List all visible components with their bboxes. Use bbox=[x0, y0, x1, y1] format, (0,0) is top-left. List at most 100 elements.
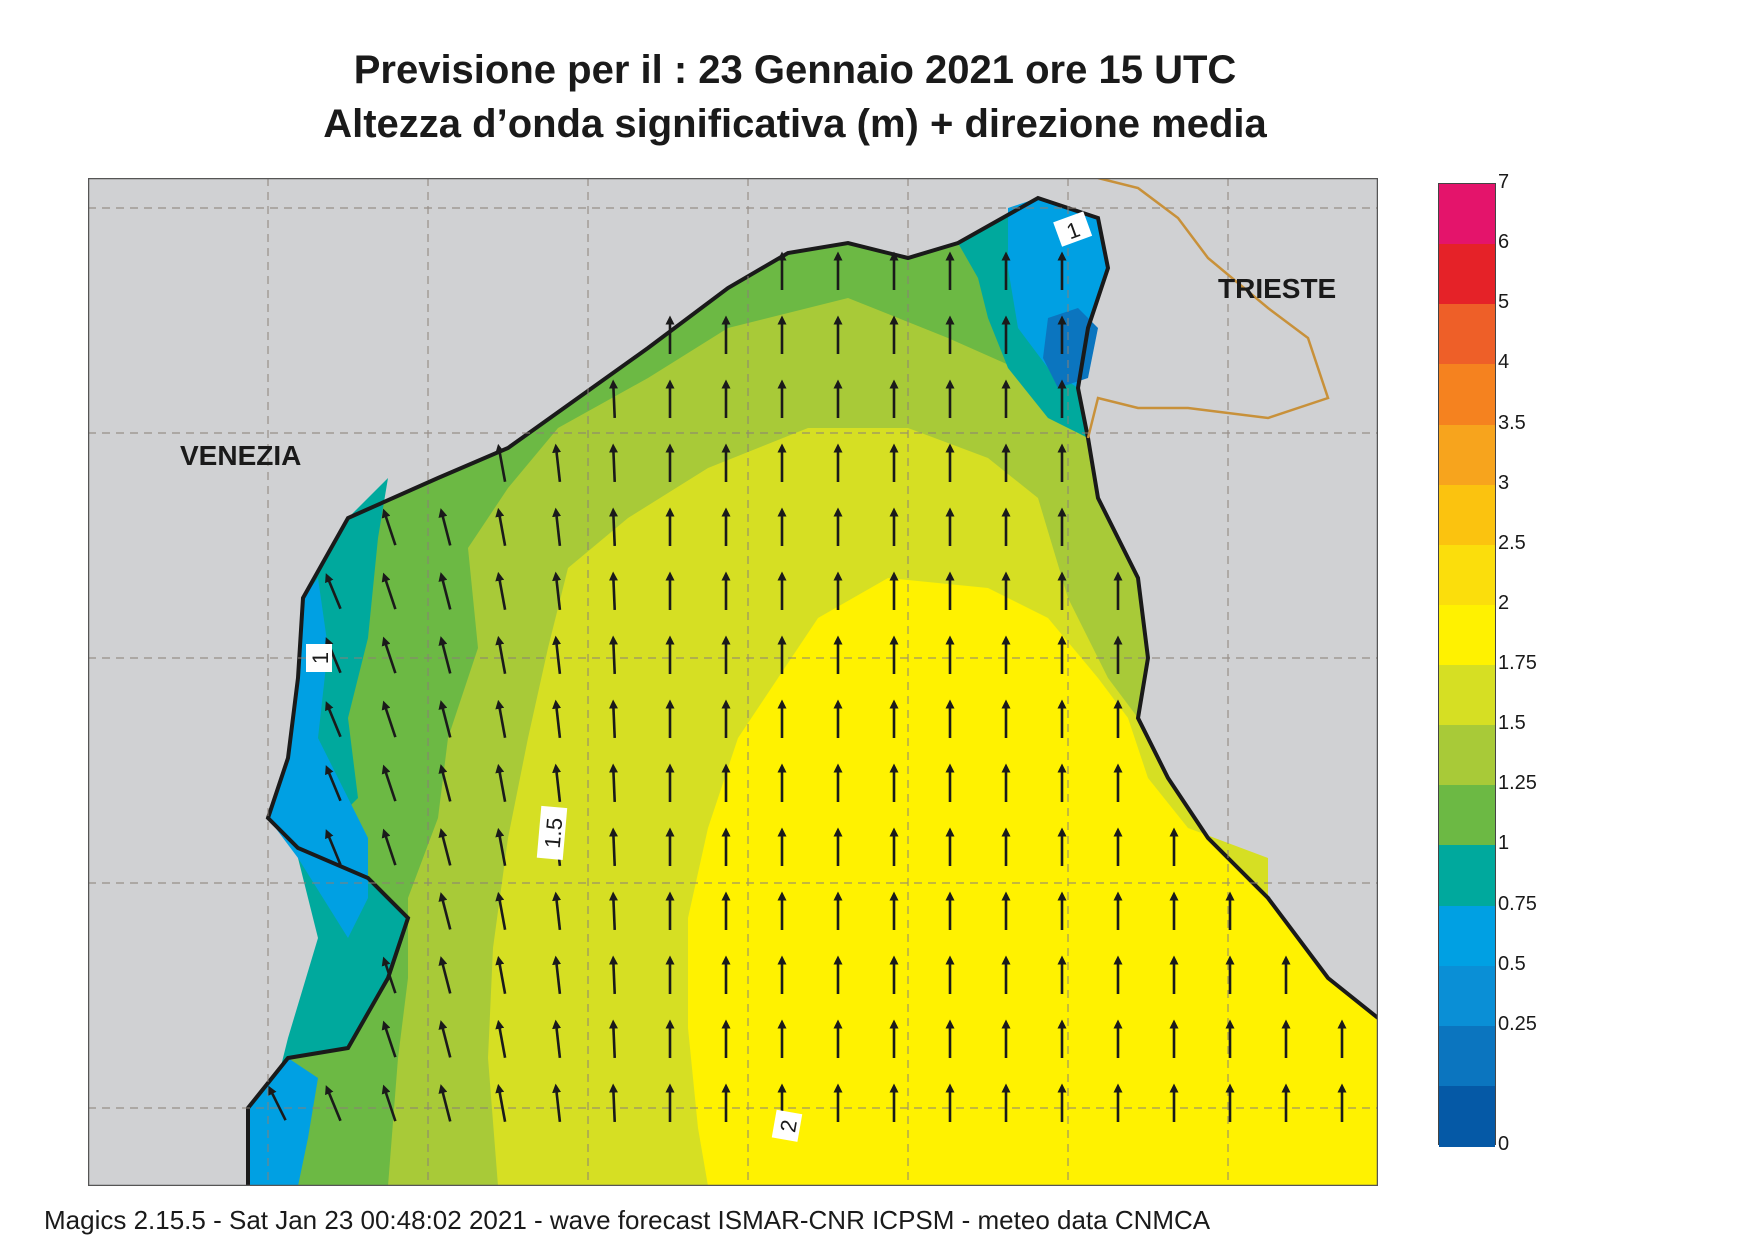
direction-arrow bbox=[438, 956, 452, 994]
colorbar-segment bbox=[1439, 424, 1495, 486]
colorbar-tick-label: 3 bbox=[1498, 471, 1510, 494]
colorbar-segment bbox=[1439, 845, 1495, 906]
city-label-venezia: VENEZIA bbox=[180, 440, 302, 471]
colorbar-tick-label: 6 bbox=[1498, 231, 1510, 254]
direction-arrow bbox=[438, 892, 452, 930]
svg-text:1: 1 bbox=[308, 652, 333, 664]
contour-label-1-north: 1 bbox=[1053, 211, 1093, 247]
direction-arrow bbox=[608, 699, 618, 739]
colorbar-tick-label: 1.25 bbox=[1498, 772, 1537, 795]
contour-label-2: 2 bbox=[771, 1109, 803, 1142]
direction-arrow bbox=[438, 764, 452, 802]
map-border bbox=[88, 178, 1378, 1186]
direction-arrow bbox=[381, 572, 397, 610]
direction-arrow bbox=[438, 636, 452, 674]
svg-text:2: 2 bbox=[775, 1118, 802, 1134]
direction-arrow bbox=[495, 443, 507, 482]
colorbar bbox=[1438, 183, 1496, 1147]
direction-arrow bbox=[608, 507, 618, 547]
direction-arrow bbox=[381, 956, 397, 994]
direction-arrow bbox=[495, 1083, 507, 1122]
direction-arrow bbox=[608, 379, 618, 419]
colorbar-segment bbox=[1439, 184, 1495, 245]
direction-arrow bbox=[552, 955, 562, 995]
direction-arrow bbox=[495, 507, 507, 546]
colorbar-tick-label: 0 bbox=[1498, 1133, 1510, 1155]
colorbar-segment bbox=[1439, 484, 1495, 546]
direction-arrow bbox=[325, 765, 342, 802]
direction-arrow bbox=[438, 572, 452, 610]
svg-text:1.5: 1.5 bbox=[540, 817, 568, 850]
direction-arrow bbox=[438, 700, 452, 738]
direction-arrow bbox=[552, 1083, 562, 1123]
band-0p5-0p75 bbox=[1043, 308, 1098, 388]
direction-arrow bbox=[608, 891, 618, 931]
colorbar-segment bbox=[1439, 785, 1495, 846]
direction-arrow bbox=[552, 891, 562, 931]
direction-arrow bbox=[608, 763, 618, 803]
map-title-line2: Altezza d’onda significativa (m) + direz… bbox=[323, 102, 1267, 146]
wave-height-map: 1 1 1.5 2 VENEZIA TRIESTE bbox=[88, 178, 1378, 1186]
national-border bbox=[1086, 178, 1330, 439]
direction-arrow bbox=[608, 571, 618, 611]
direction-arrow bbox=[552, 1019, 562, 1059]
direction-arrow bbox=[495, 635, 507, 674]
direction-arrow bbox=[495, 1019, 507, 1058]
direction-arrow bbox=[552, 443, 562, 483]
colorbar-segment bbox=[1439, 965, 1495, 1027]
colorbar-segment bbox=[1439, 1085, 1495, 1147]
direction-arrow bbox=[552, 763, 562, 803]
direction-arrow bbox=[381, 636, 397, 674]
colorbar-tick-label: 0.75 bbox=[1498, 892, 1537, 915]
colorbar-segment bbox=[1439, 244, 1495, 305]
direction-arrow bbox=[495, 827, 507, 866]
direction-arrow bbox=[438, 828, 452, 866]
contour-label-1p5: 1.5 bbox=[536, 805, 568, 860]
direction-arrow bbox=[381, 828, 397, 866]
colorbar-tick-label: 3.5 bbox=[1498, 411, 1526, 434]
direction-arrow bbox=[495, 571, 507, 610]
direction-arrow bbox=[552, 699, 562, 739]
direction-arrow bbox=[381, 1084, 397, 1122]
direction-arrow bbox=[608, 635, 618, 675]
colorbar-segment bbox=[1439, 725, 1495, 786]
direction-arrow bbox=[608, 443, 618, 483]
map-title-line1: Previsione per il : 23 Gennaio 2021 ore … bbox=[353, 48, 1237, 92]
colorbar-tick-label: 2 bbox=[1498, 591, 1510, 614]
colorbar-tick-label: 0.5 bbox=[1498, 952, 1526, 975]
direction-arrow bbox=[552, 571, 562, 611]
direction-arrow bbox=[495, 955, 507, 994]
band-0p75-1-south bbox=[248, 1058, 318, 1186]
colorbar-tick-label: 0.25 bbox=[1498, 1012, 1537, 1035]
direction-arrow bbox=[325, 701, 342, 738]
coastline bbox=[246, 195, 1378, 1186]
direction-arrow bbox=[381, 764, 397, 802]
colorbar-tick-label: 4 bbox=[1498, 351, 1510, 374]
direction-arrow bbox=[438, 1084, 452, 1122]
direction-arrow bbox=[325, 1085, 342, 1122]
graticule bbox=[88, 178, 1378, 1186]
direction-arrow bbox=[495, 699, 507, 738]
city-label-trieste: TRIESTE bbox=[1218, 273, 1337, 304]
colorbar-tick-label: 2.5 bbox=[1498, 531, 1526, 554]
direction-arrow bbox=[268, 1085, 287, 1121]
colorbar-tick-label: 1.75 bbox=[1498, 652, 1537, 674]
colorbar-tick-label: 5 bbox=[1498, 291, 1510, 314]
direction-arrow bbox=[495, 891, 507, 930]
direction-arrow bbox=[325, 829, 342, 866]
colorbar-segment bbox=[1439, 604, 1495, 666]
direction-arrows bbox=[268, 251, 1347, 1123]
colorbar-segment bbox=[1439, 304, 1495, 365]
colorbar-segment bbox=[1439, 544, 1495, 606]
direction-arrow bbox=[325, 573, 342, 610]
direction-arrow bbox=[608, 1083, 618, 1123]
colorbar-tick-label: 1 bbox=[1498, 832, 1510, 855]
colorbar-segment bbox=[1439, 905, 1495, 967]
band-1p5-1p75 bbox=[248, 198, 1148, 1186]
direction-arrow bbox=[438, 508, 452, 546]
colorbar-tick-label: 1.5 bbox=[1498, 712, 1526, 735]
colorbar-tick-label: 7 bbox=[1498, 171, 1510, 193]
direction-arrow bbox=[552, 635, 562, 675]
direction-arrow bbox=[495, 763, 507, 802]
direction-arrow bbox=[381, 700, 397, 738]
